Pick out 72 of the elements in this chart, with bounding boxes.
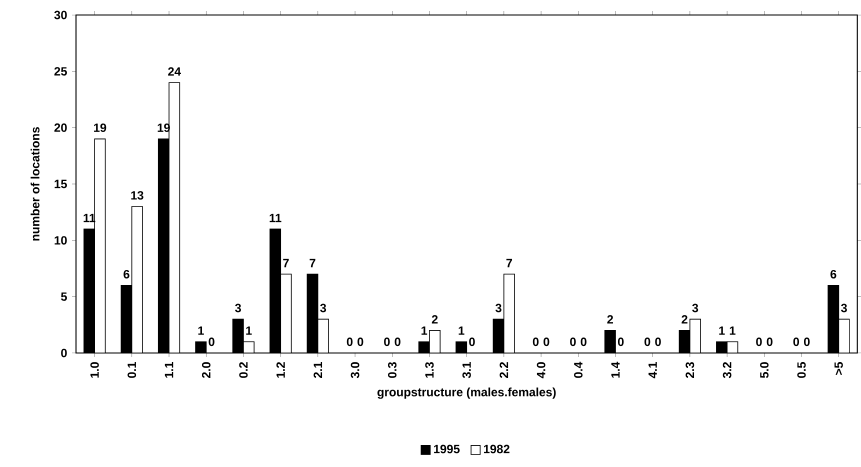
data-label: 0 [208, 338, 214, 346]
y-tick-label: 15 [54, 180, 67, 188]
x-tick-label: 1.3 [425, 362, 434, 378]
x-tick-label: >5 [834, 362, 843, 375]
data-label: 6 [124, 270, 130, 278]
data-label: 13 [131, 191, 144, 200]
x-tick-label: 5.0 [760, 362, 769, 378]
data-label: 0 [358, 338, 364, 346]
y-tick-label: 20 [54, 123, 67, 132]
data-label: 3 [692, 304, 698, 312]
data-label: 3 [320, 304, 326, 312]
x-tick-label: 1.0 [90, 362, 99, 378]
data-label: 2 [607, 315, 614, 324]
data-label: 0 [394, 338, 400, 346]
data-label: 0 [655, 338, 661, 346]
x-tick-label: 4.1 [648, 362, 657, 378]
x-tick-label: 2.2 [500, 362, 508, 378]
data-label: 1 [422, 326, 428, 335]
y-tick-label: 10 [54, 236, 67, 245]
data-label: 0 [804, 338, 810, 346]
data-label: 24 [168, 67, 181, 76]
y-tick-label: 5 [61, 292, 67, 301]
data-label: 11 [270, 214, 282, 222]
x-tick-label: 0.4 [574, 362, 583, 378]
x-tick-label: 2.0 [202, 362, 210, 378]
data-label: 6 [830, 270, 836, 278]
data-label: 2 [682, 315, 688, 324]
x-tick-label: 4.0 [536, 362, 546, 378]
x-tick-label: 2.3 [686, 362, 694, 378]
x-tick-label: 3.2 [722, 362, 732, 378]
y-tick-label: 0 [61, 348, 67, 358]
x-tick-label: 1.4 [611, 362, 620, 378]
data-label: 0 [756, 338, 762, 346]
y-tick-label: 30 [54, 10, 67, 20]
data-label: 0 [644, 338, 650, 346]
data-label: 1 [458, 326, 464, 335]
data-label: 2 [432, 315, 438, 324]
x-tick-label: 2.1 [314, 362, 322, 378]
data-label: 1 [730, 326, 736, 335]
x-axis-title: groupstructure (males.females) [377, 388, 556, 399]
data-label: 3 [840, 304, 847, 312]
legend-label: 1982 [484, 444, 510, 454]
x-tick-label: 1.2 [276, 362, 285, 378]
x-tick-label: 0.5 [797, 362, 806, 378]
x-tick-label: 0.1 [128, 362, 136, 378]
data-label: 0 [346, 338, 353, 346]
data-label: 0 [766, 338, 772, 346]
y-axis-title: number of locations [30, 127, 40, 241]
x-tick-label: 3.0 [350, 362, 360, 378]
x-tick-label: 3.1 [462, 362, 471, 378]
data-label: 0 [570, 338, 576, 346]
data-label: 7 [506, 258, 512, 268]
y-tick-label: 25 [54, 67, 67, 76]
data-label: 1 [719, 326, 725, 335]
data-label: 7 [283, 258, 289, 268]
data-label: 0 [580, 338, 586, 346]
x-tick-label: 0.2 [239, 362, 248, 378]
x-tick-label: 1.1 [164, 362, 174, 378]
legend-label: 1995 [434, 444, 460, 454]
data-label: 0 [793, 338, 800, 346]
data-label: 0 [544, 338, 550, 346]
data-label: 0 [384, 338, 390, 346]
data-label: 1 [198, 326, 204, 335]
data-label: 1 [246, 326, 252, 335]
data-label: 3 [495, 304, 502, 312]
data-label: 3 [235, 304, 241, 312]
data-label: 7 [310, 258, 316, 268]
data-label: 0 [469, 338, 475, 346]
data-label: 19 [94, 123, 106, 132]
data-label: 0 [618, 338, 624, 346]
data-label: 0 [532, 338, 539, 346]
x-tick-label: 0.3 [388, 362, 397, 378]
